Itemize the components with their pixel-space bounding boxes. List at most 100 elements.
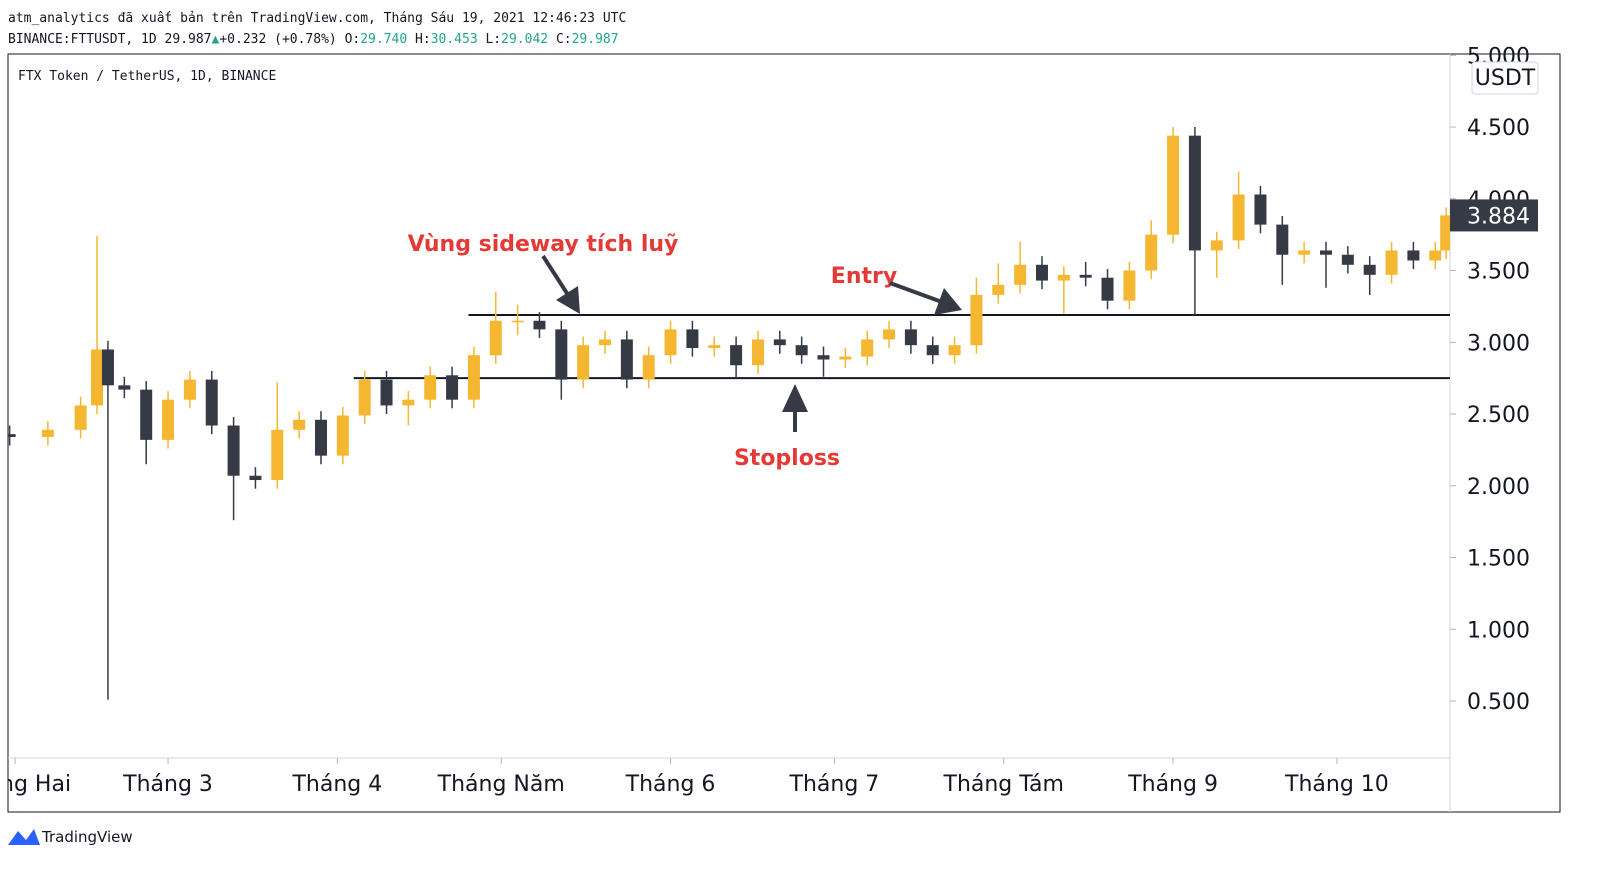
y-tick-label: 2.500: [1467, 403, 1530, 428]
candle-body: [402, 399, 415, 406]
up-arrow: ▲: [212, 32, 220, 47]
candle-body: [1232, 194, 1245, 241]
arrow: [889, 281, 943, 304]
x-tick-label: Tháng 3: [122, 772, 213, 797]
candle-body: [948, 345, 961, 356]
candle-body: [555, 329, 568, 380]
symbol: BINANCE:FTTUSDT, 1D: [8, 32, 157, 47]
candle-body: [1407, 250, 1420, 261]
candle-body: [293, 419, 306, 430]
arrow-head: [556, 286, 580, 314]
candle-body: [1276, 224, 1289, 255]
candle-body: [1145, 234, 1158, 271]
arrow-head: [934, 288, 962, 315]
last-price-label: 3.884: [1467, 204, 1530, 229]
x-tick-label: Tháng 7: [789, 772, 880, 797]
candle-body: [970, 294, 983, 346]
y-tick-label: 0.500: [1467, 690, 1530, 715]
arrow-head: [782, 384, 808, 412]
x-tick-label: Tháng 4: [291, 772, 382, 797]
candle-body: [992, 284, 1005, 295]
candle-body: [708, 345, 721, 349]
brand: TradingView: [8, 828, 133, 846]
candle-body: [773, 339, 786, 346]
x-tick-label: Tháng 6: [625, 772, 716, 797]
change: +0.232 (+0.78%): [219, 32, 336, 47]
candle-body: [1440, 215, 1450, 251]
annotation: Vùng sideway tích luỹ: [408, 232, 679, 257]
candle-body: [1298, 250, 1311, 255]
frame: [7, 53, 1561, 813]
candle-body: [205, 379, 218, 426]
candle-body: [118, 385, 131, 390]
candle-body: [686, 329, 699, 349]
x-tick-label: Tháng Hai: [0, 772, 71, 797]
candle-body: [8, 434, 16, 437]
candle-body: [599, 339, 612, 346]
candle-body: [249, 475, 262, 481]
candle-body: [795, 345, 808, 356]
candle-body: [467, 355, 480, 400]
candle-body: [380, 379, 393, 406]
y-tick-label: 3.500: [1467, 260, 1530, 285]
x-tick-label: Tháng 9: [1127, 772, 1218, 797]
unit-box: [1471, 61, 1539, 95]
candle-body: [839, 356, 852, 360]
o-value: 29.740: [360, 32, 407, 47]
candle-body: [74, 405, 87, 430]
annotations: Vùng sideway tích luỹ Entry Stoploss: [408, 232, 962, 471]
o-label: O:: [345, 32, 361, 47]
candle-body: [1341, 254, 1354, 265]
x-tick-label: Tháng Tám: [943, 772, 1064, 797]
candle-body: [861, 339, 874, 357]
brand-name: TradingView: [41, 828, 133, 846]
last-price: 29.987: [165, 32, 212, 47]
h-label: H:: [415, 32, 431, 47]
candle-body: [140, 389, 153, 440]
candle-body: [926, 345, 939, 356]
x-tick-label: Tháng 10: [1284, 772, 1389, 797]
y-tick-label: 2.000: [1467, 475, 1530, 500]
y-tick-label: 4.500: [1467, 116, 1530, 141]
candle-body: [620, 339, 633, 380]
c-label: C:: [556, 32, 572, 47]
candle-body: [1210, 240, 1223, 251]
y-tick-label: 1.500: [1467, 547, 1530, 572]
candle-body: [1254, 194, 1267, 225]
candle-body: [1429, 250, 1442, 261]
candle-body: [533, 320, 546, 330]
x-axis: Tháng Hai Tháng 3 Tháng 4 Tháng Năm Tháng 6 T…: [0, 758, 1389, 797]
unit: USDT: [1475, 66, 1536, 91]
candle-body: [271, 429, 284, 481]
candle-body: [41, 429, 54, 437]
candle-body: [1363, 264, 1376, 275]
candle-body: [314, 419, 327, 456]
candle-body: [904, 329, 917, 346]
candle-body: [424, 375, 437, 400]
candle-body: [1167, 135, 1180, 235]
candle-body: [817, 355, 830, 360]
candle-body: [1035, 264, 1048, 281]
byline: atm_analytics đã xuất bản trên TradingVi…: [8, 11, 626, 26]
candle-body: [336, 415, 349, 456]
plot: [8, 127, 1450, 700]
h-value: 30.453: [431, 32, 478, 47]
candle-body: [1014, 264, 1027, 285]
symbol-line: BINANCE:FTTUSDT, 1D 29.987▲+0.232 (+0.78…: [8, 32, 619, 47]
candle-body: [1320, 250, 1333, 255]
candle-body: [730, 345, 743, 366]
l-label: L:: [485, 32, 501, 47]
candle-body: [1188, 135, 1201, 251]
candle-body: [642, 355, 655, 380]
candle-body: [227, 425, 240, 476]
candle-body: [1057, 274, 1070, 281]
candle-body: [511, 320, 524, 323]
last-price-box: [1450, 199, 1538, 232]
candle-body: [446, 375, 459, 400]
x-tick-label: Tháng Năm: [437, 772, 565, 797]
y-tick-label: 1.000: [1467, 618, 1530, 643]
candle-body: [883, 329, 896, 340]
